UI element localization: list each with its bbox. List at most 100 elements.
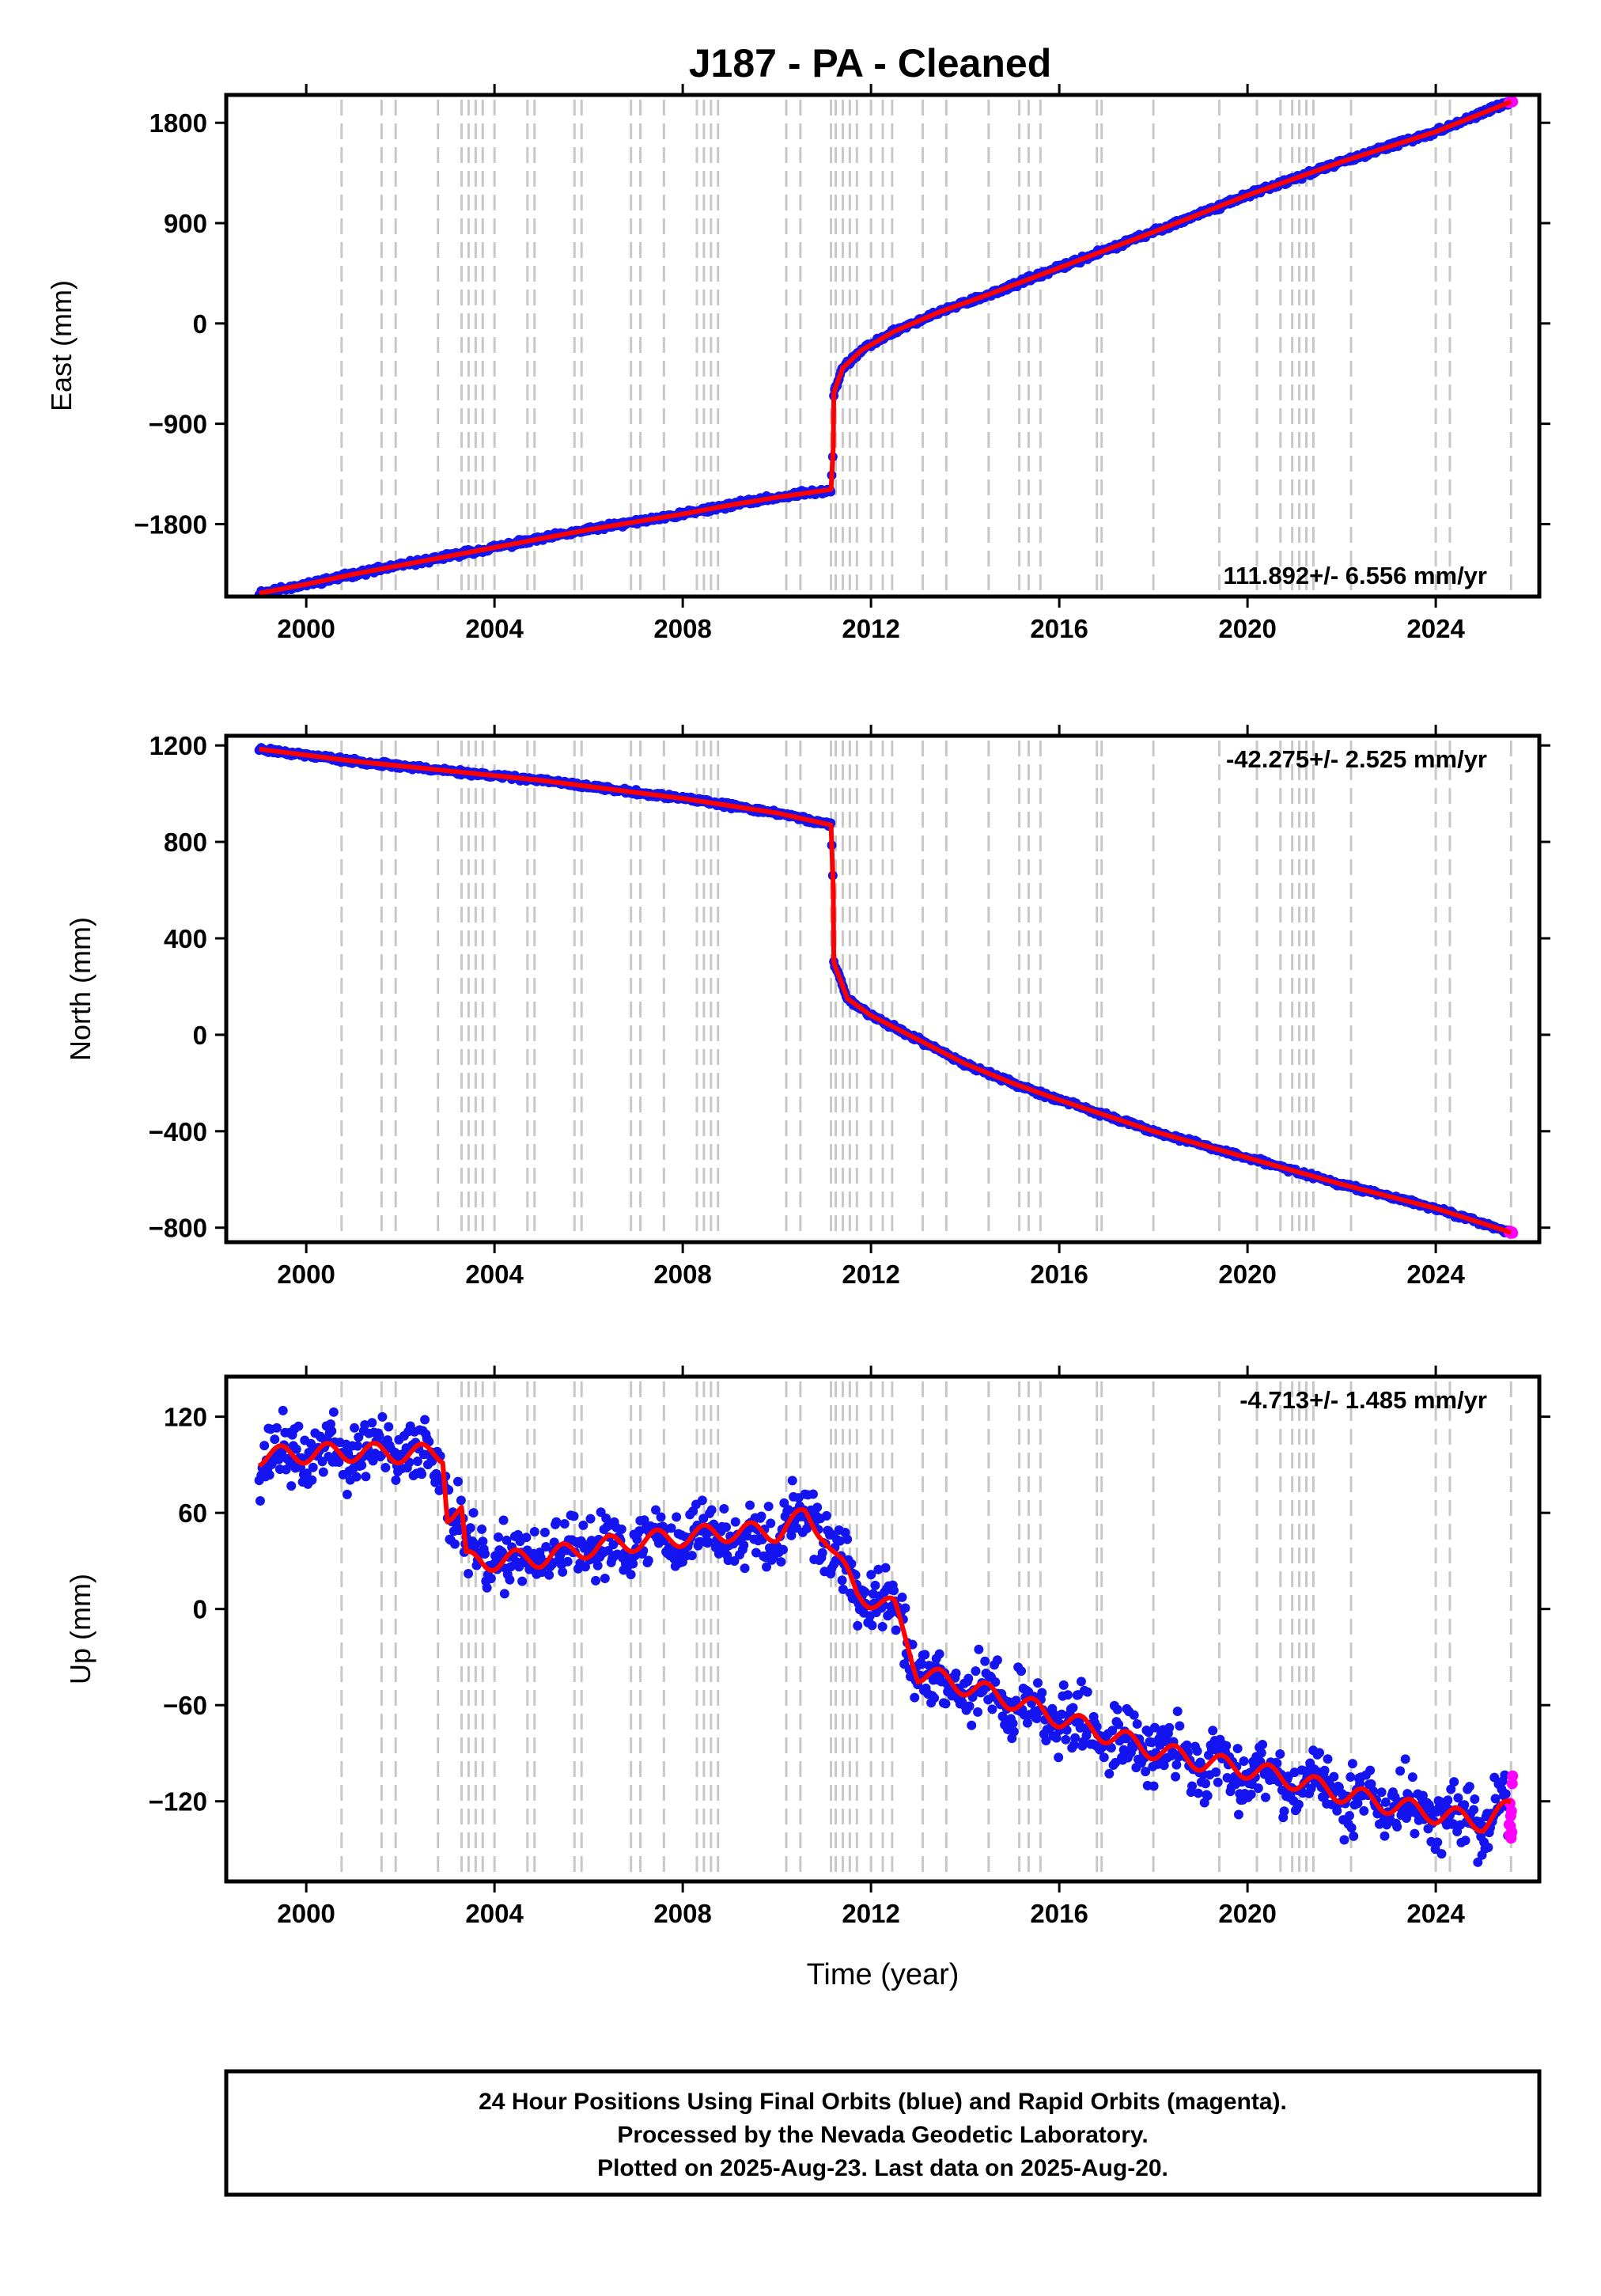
final-point — [1232, 1744, 1243, 1754]
final-point — [391, 1475, 401, 1485]
final-point — [591, 1575, 601, 1586]
final-point — [643, 1555, 653, 1566]
final-point — [1054, 1752, 1064, 1763]
y-tick-label: −1800 — [134, 510, 207, 539]
final-point — [808, 1489, 818, 1499]
final-point — [860, 1587, 870, 1597]
x-tick-label: 2020 — [1218, 1260, 1276, 1289]
final-point — [505, 1574, 515, 1585]
final-point — [1070, 1733, 1081, 1743]
chart-title: J187 - PA - Cleaned — [689, 41, 1052, 85]
final-point — [1208, 1726, 1218, 1736]
y-tick-label: 800 — [164, 828, 207, 857]
final-point — [478, 1536, 488, 1547]
final-point — [745, 1500, 755, 1510]
final-point — [766, 1518, 776, 1529]
north-x-ticks: 2000 2004 2008 2012 2016 2020 2024 — [277, 725, 1465, 1289]
final-point — [1149, 1722, 1160, 1733]
final-point — [1436, 1849, 1447, 1859]
y-tick-label: 60 — [178, 1498, 207, 1528]
x-tick-label: 2016 — [1030, 614, 1088, 643]
east-model-line — [259, 99, 1512, 596]
x-tick-label: 2008 — [653, 1899, 711, 1928]
final-point — [1069, 1740, 1079, 1750]
final-point — [880, 1563, 891, 1573]
east-frame — [224, 93, 1542, 599]
final-point — [377, 1411, 388, 1422]
final-point — [967, 1720, 977, 1730]
final-point — [1346, 1823, 1357, 1833]
final-point — [307, 1475, 317, 1485]
final-point — [730, 1517, 740, 1527]
final-point — [1202, 1790, 1213, 1801]
final-point — [353, 1441, 362, 1451]
final-point — [434, 1485, 445, 1495]
final-point — [1353, 1798, 1363, 1809]
final-point — [580, 1562, 590, 1572]
final-point — [293, 1421, 304, 1431]
final-point — [342, 1489, 352, 1499]
up-rate-label: -4.713+/- 1.485 mm/yr — [1240, 1386, 1487, 1414]
final-point — [464, 1569, 474, 1579]
final-point — [973, 1707, 983, 1717]
final-point — [600, 1574, 610, 1584]
final-point — [703, 1537, 713, 1548]
final-point — [838, 1584, 848, 1594]
final-point — [255, 1496, 265, 1506]
final-point — [380, 1462, 391, 1472]
final-point — [1332, 1805, 1342, 1816]
final-point — [739, 1540, 749, 1551]
final-point — [1132, 1719, 1142, 1730]
final-point — [1380, 1797, 1391, 1807]
final-point — [603, 1546, 613, 1556]
final-point — [1022, 1718, 1032, 1728]
final-point — [529, 1526, 539, 1536]
final-point — [1470, 1794, 1480, 1805]
final-point — [1448, 1819, 1458, 1829]
final-point — [974, 1644, 984, 1654]
final-point — [1031, 1714, 1042, 1724]
final-point — [1141, 1767, 1151, 1777]
final-point — [650, 1505, 660, 1515]
final-point — [778, 1544, 788, 1555]
final-point — [897, 1592, 907, 1602]
final-point — [1366, 1779, 1376, 1789]
final-point — [1016, 1666, 1027, 1677]
final-point — [1032, 1678, 1043, 1688]
y-tick-label: −400 — [149, 1117, 207, 1146]
final-point — [1159, 1760, 1169, 1771]
final-point — [452, 1476, 463, 1487]
final-point — [477, 1524, 487, 1534]
final-point — [990, 1677, 1001, 1688]
final-point — [1483, 1843, 1493, 1853]
final-point — [941, 1699, 951, 1709]
final-point — [1246, 1789, 1256, 1799]
final-point — [1051, 1733, 1062, 1743]
final-point — [454, 1525, 464, 1536]
final-point — [569, 1511, 579, 1521]
final-point — [628, 1559, 638, 1569]
final-point — [1076, 1677, 1086, 1687]
final-point — [729, 1556, 740, 1567]
north-y-ticks: 1200 800 400 0 −400 −800 — [149, 731, 1550, 1243]
north-frame — [224, 733, 1542, 1245]
final-point — [900, 1603, 910, 1613]
x-tick-label: 2024 — [1406, 614, 1465, 643]
final-point — [499, 1589, 509, 1599]
final-point — [521, 1533, 532, 1543]
final-point — [1349, 1831, 1359, 1841]
final-point — [1192, 1746, 1202, 1756]
final-point — [821, 1510, 831, 1521]
final-point — [1433, 1837, 1443, 1847]
final-point — [1256, 1748, 1266, 1758]
final-point — [786, 1530, 797, 1540]
final-point — [271, 1423, 282, 1433]
final-point — [1213, 1777, 1223, 1787]
final-point — [698, 1514, 709, 1524]
final-point — [1104, 1768, 1115, 1779]
final-point — [891, 1625, 901, 1635]
y-tick-label: 900 — [164, 209, 207, 238]
y-tick-label: 1800 — [150, 108, 207, 138]
north-model-line — [259, 746, 1512, 1235]
final-point — [498, 1515, 509, 1525]
